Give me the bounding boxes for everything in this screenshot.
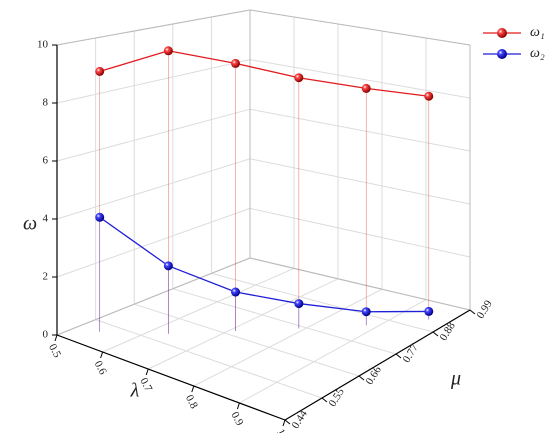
z-axis-title: ω [23,213,37,235]
z-tick-label: 8 [43,97,49,109]
x-tick-label: 1.0 [274,427,291,433]
point [231,287,241,297]
grid-line [193,288,383,387]
z-tick-label: 6 [43,155,49,167]
x-tick-label: 0.8 [183,393,200,411]
z-tick-label: 2 [43,271,49,283]
legend-marker [497,28,507,38]
y-tick [321,397,328,403]
y-tick [432,331,439,337]
grid-line [56,108,251,162]
point [231,58,241,68]
x-tick-label: 0.7 [137,376,154,394]
x-tick-label: 0.5 [46,342,63,360]
grid-line [147,278,339,370]
point [361,83,371,93]
point [424,91,434,101]
point [294,299,304,309]
grid-line [56,59,251,104]
y-tick-label: 0.77 [401,342,422,365]
point [95,66,105,76]
x-tick [191,385,195,393]
x-tick [236,402,240,410]
x-tick [282,419,286,427]
y-tick-label: 0.44 [290,408,311,431]
legend-label: ω₂ [530,46,545,61]
grid-line [134,303,360,377]
grid-line [249,158,471,205]
y-axis [284,309,471,421]
y-axis-title: μ [450,368,461,390]
x-axis-title: λ [130,380,140,402]
y-tick [469,309,476,315]
frame-edge [249,257,471,311]
grid-line [102,267,295,353]
grid-line [56,158,251,220]
y-tick [358,375,365,381]
y-tick-label: 0.99 [475,298,496,321]
grid-line [239,299,427,404]
z-tick-label: 4 [43,213,49,225]
point [95,212,105,222]
y-tick-label: 0.88 [438,320,459,343]
y-tick [395,353,402,359]
grid-line [56,207,251,278]
grid-line [249,108,471,152]
point [361,307,371,317]
x-axis [56,334,286,421]
grid-line [211,272,434,333]
series-line [99,216,429,313]
series-line [99,50,429,97]
point [294,73,304,83]
y-tick-label: 0.66 [364,364,385,387]
grid-line [249,59,471,99]
x-tick-label: 0.9 [229,410,246,428]
legend-marker [497,49,507,59]
y-tick [284,419,291,425]
grid-line [249,207,471,258]
y-tick-label: 0.55 [327,386,348,409]
z-tick-label: 10 [37,39,49,51]
x-tick [145,368,149,376]
z-tick-label: 0 [43,329,49,341]
grid-line [172,288,397,355]
frame-edge [56,257,251,336]
frame-edge [56,9,251,46]
grid-line [95,319,323,399]
point [163,46,173,56]
x-tick-label: 0.6 [92,359,109,377]
x-tick [100,351,104,359]
point [163,261,173,271]
legend-label: ω₁ [530,25,545,40]
x-tick [54,334,58,342]
point [424,306,434,316]
frame-edge [249,9,471,46]
